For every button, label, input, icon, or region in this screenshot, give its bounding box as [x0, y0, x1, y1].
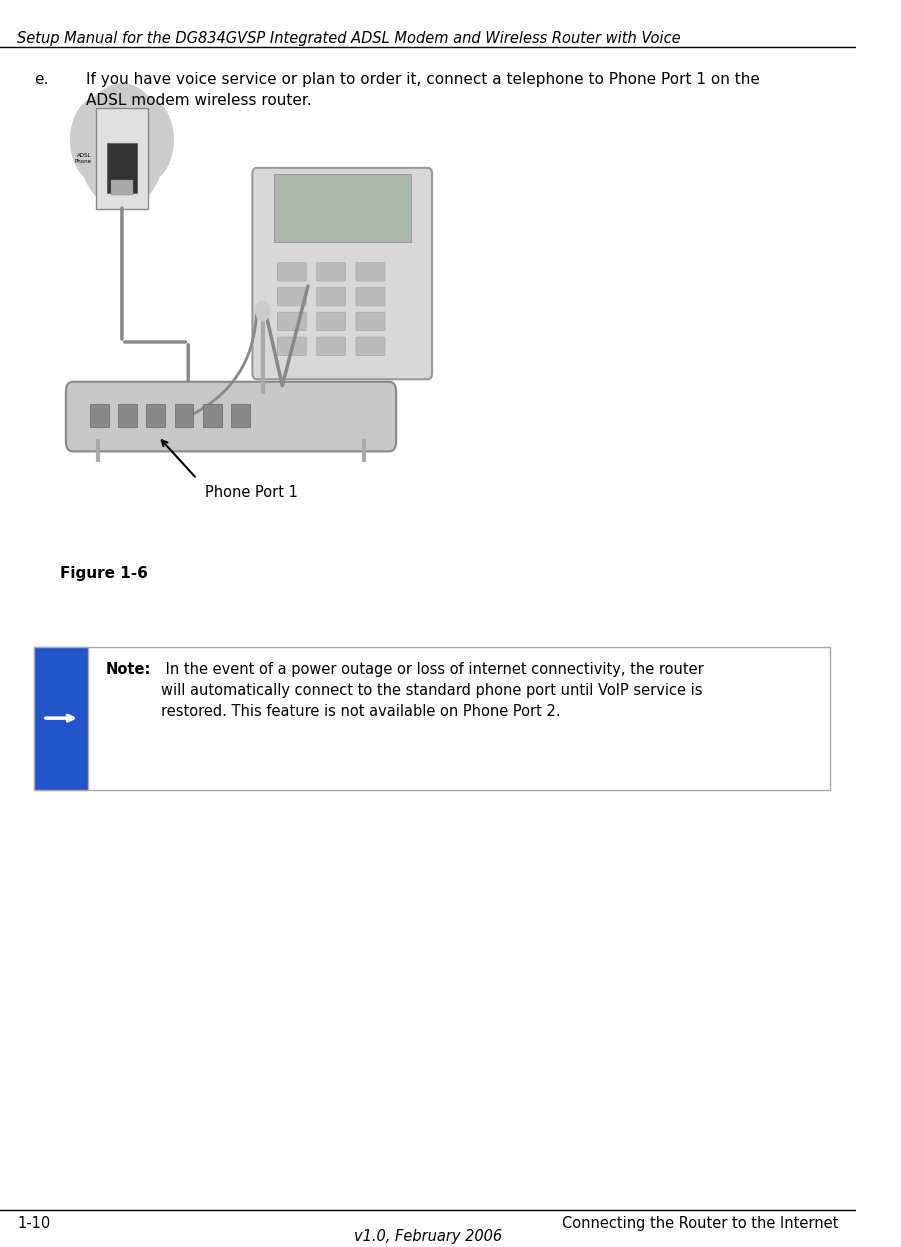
- FancyBboxPatch shape: [231, 404, 250, 426]
- FancyBboxPatch shape: [66, 382, 396, 451]
- Text: Setup Manual for the DG834GVSP Integrated ADSL Modem and Wireless Router with Vo: Setup Manual for the DG834GVSP Integrate…: [17, 31, 681, 46]
- FancyBboxPatch shape: [278, 312, 306, 330]
- Text: v1.0, February 2006: v1.0, February 2006: [354, 1228, 502, 1243]
- FancyBboxPatch shape: [316, 287, 346, 306]
- FancyBboxPatch shape: [356, 337, 385, 355]
- Circle shape: [256, 301, 269, 320]
- FancyBboxPatch shape: [59, 175, 445, 547]
- FancyBboxPatch shape: [316, 337, 346, 355]
- FancyBboxPatch shape: [356, 287, 385, 306]
- FancyBboxPatch shape: [34, 647, 88, 789]
- FancyBboxPatch shape: [274, 175, 411, 242]
- FancyBboxPatch shape: [175, 404, 194, 426]
- FancyBboxPatch shape: [316, 312, 346, 330]
- Text: If you have voice service or plan to order it, connect a telephone to Phone Port: If you have voice service or plan to ord…: [86, 72, 760, 108]
- Text: ADSL
Phone: ADSL Phone: [75, 153, 92, 163]
- FancyBboxPatch shape: [252, 168, 432, 379]
- FancyBboxPatch shape: [278, 262, 306, 281]
- FancyBboxPatch shape: [316, 262, 346, 281]
- FancyBboxPatch shape: [146, 404, 165, 426]
- Circle shape: [114, 96, 173, 183]
- Text: e.: e.: [34, 72, 49, 87]
- FancyBboxPatch shape: [356, 312, 385, 330]
- FancyBboxPatch shape: [96, 108, 148, 209]
- Text: Connecting the Router to the Internet: Connecting the Router to the Internet: [562, 1216, 839, 1231]
- Circle shape: [70, 96, 131, 183]
- Text: Note:: Note:: [105, 662, 150, 677]
- FancyBboxPatch shape: [111, 181, 132, 196]
- FancyBboxPatch shape: [278, 287, 306, 306]
- Text: Phone Port 1: Phone Port 1: [205, 485, 298, 500]
- FancyBboxPatch shape: [278, 337, 306, 355]
- FancyBboxPatch shape: [34, 647, 830, 789]
- FancyBboxPatch shape: [118, 404, 137, 426]
- Text: In the event of a power outage or loss of internet connectivity, the router
will: In the event of a power outage or loss o…: [161, 662, 704, 718]
- Text: Figure 1-6: Figure 1-6: [59, 566, 148, 581]
- Text: 1-10: 1-10: [17, 1216, 50, 1231]
- FancyBboxPatch shape: [107, 143, 137, 193]
- Circle shape: [79, 84, 165, 208]
- FancyBboxPatch shape: [90, 404, 109, 426]
- FancyBboxPatch shape: [203, 404, 222, 426]
- FancyBboxPatch shape: [356, 262, 385, 281]
